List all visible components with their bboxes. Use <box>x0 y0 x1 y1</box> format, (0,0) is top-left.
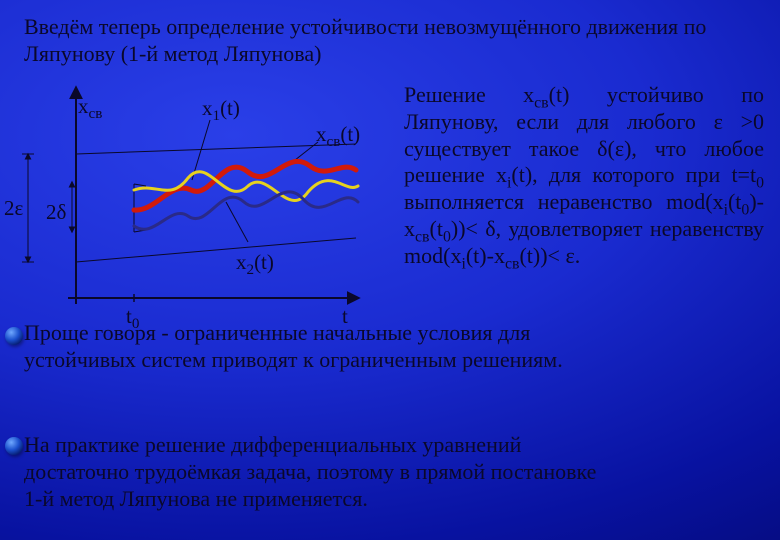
label-xsvt: xсв(t) <box>316 122 360 151</box>
followup-text: Проще говоря - ограниченные начальные ус… <box>24 320 580 374</box>
label-2delta: 2δ <box>46 200 66 225</box>
definition-text: Решение xсв(t) устойчиво по Ляпунову, ес… <box>404 82 764 270</box>
lyapunov-chart: xсв t0 t x1(t) xсв(t) x2(t) 2ε 2δ <box>6 82 370 320</box>
bullet-icon <box>5 437 23 455</box>
practice-text: На практике решение дифференциальных ура… <box>24 432 620 512</box>
label-x2: x2(t) <box>236 250 274 279</box>
bullet-icon <box>5 327 23 345</box>
intro-text: Введём теперь определение устойчивости н… <box>24 14 762 68</box>
label-x1: x1(t) <box>202 96 240 125</box>
label-2eps: 2ε <box>4 196 23 221</box>
label-xsv: xсв <box>78 94 102 123</box>
